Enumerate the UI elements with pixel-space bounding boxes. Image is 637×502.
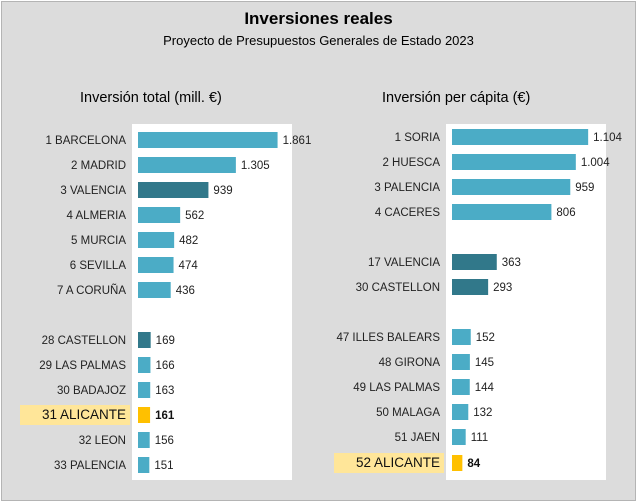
value-label: 1.861 <box>283 135 312 147</box>
left-panel-title: Inversión total (mill. €) <box>80 90 222 106</box>
category-label: 30 BADAJOZ <box>57 385 126 397</box>
category-label: 1 BARCELONA <box>45 135 126 147</box>
value-label: 959 <box>575 182 594 194</box>
bar <box>452 179 571 195</box>
bar <box>452 279 489 295</box>
value-label: 161 <box>155 410 175 422</box>
chart-subtitle: Proyecto de Presupuestos Generales de Es… <box>163 33 474 48</box>
value-label: 163 <box>155 385 174 397</box>
bar <box>138 157 236 173</box>
category-label: 50 MALAGA <box>376 407 440 419</box>
value-label: 363 <box>502 257 521 269</box>
category-label: 3 PALENCIA <box>374 182 440 194</box>
category-label: 51 JAEN <box>395 432 440 444</box>
category-label: 31 ALICANTE <box>42 407 126 422</box>
value-label: 1.104 <box>593 132 622 144</box>
bar <box>452 354 470 370</box>
value-label: 169 <box>156 335 175 347</box>
category-label: 2 HUESCA <box>382 157 440 169</box>
value-label: 145 <box>475 357 494 369</box>
category-label: 32 LEON <box>79 435 126 447</box>
category-label: 4 CACERES <box>375 207 441 219</box>
category-label: 33 PALENCIA <box>54 460 126 472</box>
category-label: 6 SEVILLA <box>70 260 127 272</box>
category-label: 29 LAS PALMAS <box>39 360 126 372</box>
bar <box>452 329 471 345</box>
bar <box>138 182 209 198</box>
category-label: 7 A CORUÑA <box>57 284 126 297</box>
category-label: 28 CASTELLON <box>42 335 126 347</box>
category-label: 47 ILLES BALEARS <box>336 332 440 344</box>
bar <box>138 207 181 223</box>
category-label: 30 CASTELLON <box>356 282 440 294</box>
category-label: 48 GIRONA <box>379 357 441 369</box>
bar <box>138 432 150 448</box>
bar <box>452 429 466 445</box>
value-label: 474 <box>179 260 199 272</box>
bar <box>138 132 278 148</box>
bar <box>452 404 469 420</box>
bar <box>452 154 576 170</box>
category-label: 3 VALENCIA <box>60 185 126 197</box>
category-label: 17 VALENCIA <box>368 257 440 269</box>
value-label: 152 <box>476 332 495 344</box>
category-label: 1 SORIA <box>395 132 441 144</box>
category-label: 4 ALMERIA <box>67 210 127 222</box>
highlight-label-background <box>20 405 130 425</box>
category-label: 49 LAS PALMAS <box>353 382 440 394</box>
chart-title: Inversiones reales <box>244 9 393 28</box>
bar <box>138 457 150 473</box>
bar <box>138 357 151 373</box>
bar <box>452 254 497 270</box>
value-label: 144 <box>475 382 495 394</box>
value-label: 939 <box>213 185 232 197</box>
bar <box>138 382 151 398</box>
value-label: 84 <box>467 458 480 470</box>
value-label: 293 <box>493 282 512 294</box>
bar <box>138 407 151 423</box>
value-label: 806 <box>556 207 575 219</box>
value-label: 151 <box>154 460 173 472</box>
value-label: 482 <box>179 235 198 247</box>
bar <box>138 257 174 273</box>
value-label: 132 <box>473 407 492 419</box>
bar <box>452 129 589 145</box>
value-label: 166 <box>155 360 174 372</box>
right-panel-title: Inversión per cápita (€) <box>382 90 531 106</box>
value-label: 1.004 <box>581 157 610 169</box>
value-label: 156 <box>155 435 174 447</box>
category-label: 5 MURCIA <box>71 235 126 247</box>
value-label: 562 <box>185 210 204 222</box>
bar <box>138 232 175 248</box>
highlight-label-background <box>334 453 444 473</box>
category-label: 2 MADRID <box>71 160 126 172</box>
bar <box>138 332 151 348</box>
bar <box>452 455 463 471</box>
value-label: 1.305 <box>241 160 270 172</box>
value-label: 436 <box>176 285 195 297</box>
bar <box>452 379 470 395</box>
value-label: 111 <box>471 432 488 444</box>
bar <box>452 204 552 220</box>
category-label: 52 ALICANTE <box>356 455 440 470</box>
bar <box>138 282 171 298</box>
